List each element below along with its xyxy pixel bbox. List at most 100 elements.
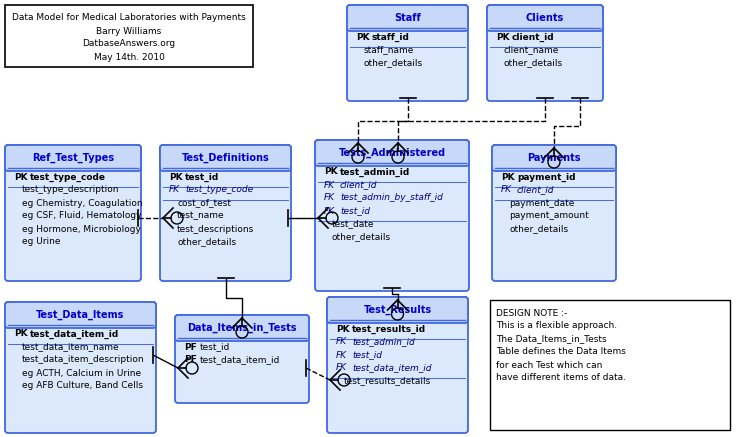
Text: eg Chemistry, Coagulation: eg Chemistry, Coagulation	[22, 198, 143, 208]
Text: Ref_Test_Types: Ref_Test_Types	[32, 153, 114, 163]
Text: test_date: test_date	[332, 219, 374, 229]
Text: FK: FK	[324, 180, 335, 190]
FancyBboxPatch shape	[5, 145, 141, 171]
Text: test_data_item_id: test_data_item_id	[200, 356, 280, 364]
Text: test_name: test_name	[177, 212, 225, 221]
FancyBboxPatch shape	[327, 297, 468, 323]
FancyBboxPatch shape	[160, 145, 291, 281]
Text: test_id: test_id	[352, 350, 382, 360]
Text: FK: FK	[169, 185, 180, 194]
Text: eg ACTH, Calcium in Urine: eg ACTH, Calcium in Urine	[22, 368, 141, 378]
Text: eg AFB Culture, Band Cells: eg AFB Culture, Band Cells	[22, 382, 143, 391]
Text: Data_Items_in_Tests: Data_Items_in_Tests	[187, 323, 297, 333]
FancyBboxPatch shape	[315, 140, 469, 166]
Text: other_details: other_details	[509, 225, 568, 233]
Text: test_admin_by_staff_id: test_admin_by_staff_id	[340, 194, 443, 202]
Bar	[490, 22, 600, 28]
Text: test_data_item_description: test_data_item_description	[22, 356, 144, 364]
Text: other_details: other_details	[504, 59, 563, 67]
FancyBboxPatch shape	[5, 145, 141, 281]
Text: test_admin_id: test_admin_id	[340, 167, 410, 177]
Text: eg Hormone, Microbiology: eg Hormone, Microbiology	[22, 225, 141, 233]
Text: test_descriptions: test_descriptions	[177, 225, 254, 233]
FancyBboxPatch shape	[347, 5, 468, 31]
Text: test_id: test_id	[340, 207, 370, 215]
Text: test_type_code: test_type_code	[185, 185, 253, 194]
Bar	[318, 157, 466, 163]
Text: PF: PF	[184, 356, 196, 364]
Text: FK: FK	[501, 185, 512, 194]
Text: Data Model for Medical Laboratories with Payments: Data Model for Medical Laboratories with…	[12, 14, 246, 22]
FancyBboxPatch shape	[487, 5, 603, 101]
Text: test_data_item_name: test_data_item_name	[22, 343, 120, 351]
Text: have different items of data.: have different items of data.	[496, 374, 626, 382]
Text: PK: PK	[14, 173, 28, 181]
Text: eg CSF, Fluid, Hematology: eg CSF, Fluid, Hematology	[22, 212, 141, 221]
Text: other_details: other_details	[177, 237, 236, 246]
Text: PK: PK	[336, 325, 350, 333]
Bar	[490, 300, 730, 430]
Text: other_details: other_details	[364, 59, 423, 67]
Text: test_data_item_id: test_data_item_id	[30, 329, 119, 339]
FancyBboxPatch shape	[327, 297, 468, 433]
Text: staff_id: staff_id	[372, 32, 410, 42]
Text: FK: FK	[324, 207, 335, 215]
Text: PK: PK	[14, 329, 28, 339]
Text: PK: PK	[356, 32, 370, 42]
Text: Payments: Payments	[527, 153, 581, 163]
Text: payment_id: payment_id	[517, 173, 576, 181]
Text: client_id: client_id	[517, 185, 554, 194]
Text: Clients: Clients	[526, 13, 564, 23]
Text: test_id: test_id	[200, 343, 231, 351]
FancyBboxPatch shape	[175, 315, 309, 341]
Text: test_results_details: test_results_details	[344, 377, 432, 385]
Text: Test_Data_Items: Test_Data_Items	[36, 310, 125, 320]
Bar	[8, 319, 153, 325]
Text: Barry Williams: Barry Williams	[97, 27, 161, 35]
Text: May 14th. 2010: May 14th. 2010	[94, 52, 164, 62]
Text: PK: PK	[496, 32, 510, 42]
Text: test_id: test_id	[185, 173, 219, 181]
Text: test_data_item_id: test_data_item_id	[352, 364, 432, 372]
Text: FK: FK	[336, 350, 347, 360]
FancyBboxPatch shape	[5, 302, 156, 328]
Bar	[163, 162, 288, 168]
Text: test_admin_id: test_admin_id	[352, 337, 414, 347]
Text: test_results_id: test_results_id	[352, 324, 426, 333]
Bar	[350, 22, 465, 28]
FancyBboxPatch shape	[347, 5, 468, 101]
Text: other_details: other_details	[332, 232, 391, 242]
Text: PK: PK	[169, 173, 182, 181]
Bar	[178, 332, 306, 338]
Text: Tests_Administered: Tests_Administered	[339, 148, 446, 158]
Text: test_type_code: test_type_code	[30, 173, 106, 181]
Text: PK: PK	[501, 173, 515, 181]
Bar	[495, 162, 613, 168]
Bar	[5, 5, 253, 67]
FancyBboxPatch shape	[487, 5, 603, 31]
Text: eg Urine: eg Urine	[22, 237, 60, 246]
Text: payment_date: payment_date	[509, 198, 574, 208]
Text: PK: PK	[324, 167, 338, 177]
Bar	[8, 162, 138, 168]
Text: payment_amount: payment_amount	[509, 212, 589, 221]
Text: client_id: client_id	[340, 180, 377, 190]
Text: test_type_description: test_type_description	[22, 185, 120, 194]
Text: Table defines the Data Items: Table defines the Data Items	[496, 347, 626, 357]
Text: cost_of_test: cost_of_test	[177, 198, 231, 208]
Text: staff_name: staff_name	[364, 45, 414, 55]
Text: for each Test which can: for each Test which can	[496, 361, 603, 370]
Text: Test_Results: Test_Results	[363, 305, 432, 315]
Bar	[330, 314, 465, 320]
Text: Staff: Staff	[394, 13, 421, 23]
FancyBboxPatch shape	[160, 145, 291, 171]
FancyBboxPatch shape	[492, 145, 616, 281]
Text: client_id: client_id	[512, 32, 554, 42]
FancyBboxPatch shape	[315, 140, 469, 291]
Text: DatbaseAnswers.org: DatbaseAnswers.org	[83, 39, 176, 49]
Text: FK: FK	[324, 194, 335, 202]
Text: DESIGN NOTE :-: DESIGN NOTE :-	[496, 309, 567, 318]
Text: client_name: client_name	[504, 45, 559, 55]
Text: This is a flexible approach.: This is a flexible approach.	[496, 322, 617, 330]
FancyBboxPatch shape	[492, 145, 616, 171]
